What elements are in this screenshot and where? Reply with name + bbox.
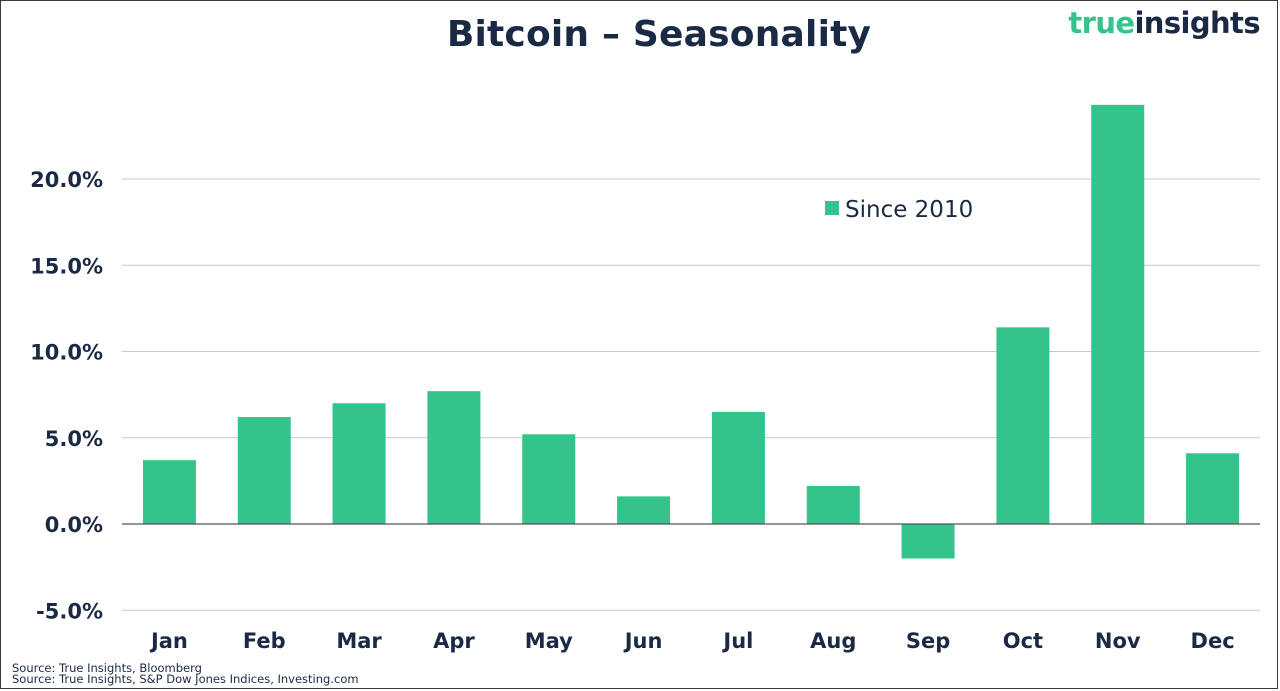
x-tick-label: Dec [1191,629,1235,653]
x-axis-ticks: Jan Feb Mar Apr May Jun Jul Aug Sep Oct Nov Dec [149,629,1235,653]
x-tick-label: Aug [810,629,856,653]
bar-jun [617,496,671,524]
y-tick-label: 15.0% [30,254,103,278]
legend-label: Since 2010 [845,197,973,223]
gridlines [122,178,1260,611]
bar-feb [237,417,291,524]
bar-jul [711,411,765,524]
y-tick-label: 5.0% [45,427,103,451]
x-tick-label: Nov [1095,629,1141,653]
x-tick-label: Jan [149,629,188,653]
bar-oct [996,327,1050,524]
bar-may [522,434,576,524]
x-tick-label: Feb [243,629,286,653]
bar-nov [1091,104,1145,524]
bar-aug [806,486,860,524]
bar-mar [332,403,386,524]
y-tick-label: 20.0% [30,168,103,192]
bar-sep [901,524,955,559]
x-tick-label: Sep [906,629,950,653]
x-tick-label: Apr [433,629,475,653]
y-tick-label: 10.0% [30,341,103,365]
brand-logo: trueinsights [1068,6,1260,40]
source-note-1: Source: True Insights, Bloomberg [12,661,202,675]
source-note-2: Source: True Insights, S&P Dow Jones Ind… [12,672,359,686]
x-tick-label: May [525,629,573,653]
y-tick-label: -5.0% [36,599,103,623]
x-tick-label: Jun [623,629,663,653]
logo-word-true: true [1068,6,1135,40]
x-tick-label: Jul [721,629,753,653]
bar-jan [142,460,196,524]
logo-word-insights: insights [1134,6,1260,40]
y-axis-ticks: -5.0% 0.0% 5.0% 10.0% 15.0% 20.0% [30,168,103,623]
x-tick-label: Oct [1003,629,1043,653]
x-tick-label: Mar [336,629,382,653]
bar-apr [427,391,481,524]
legend-swatch [825,201,839,215]
y-tick-label: 0.0% [45,513,103,537]
bars [142,104,1240,559]
chart-title: Bitcoin – Seasonality [446,14,872,55]
bar-dec [1186,453,1240,524]
legend: Since 2010 [825,197,973,223]
